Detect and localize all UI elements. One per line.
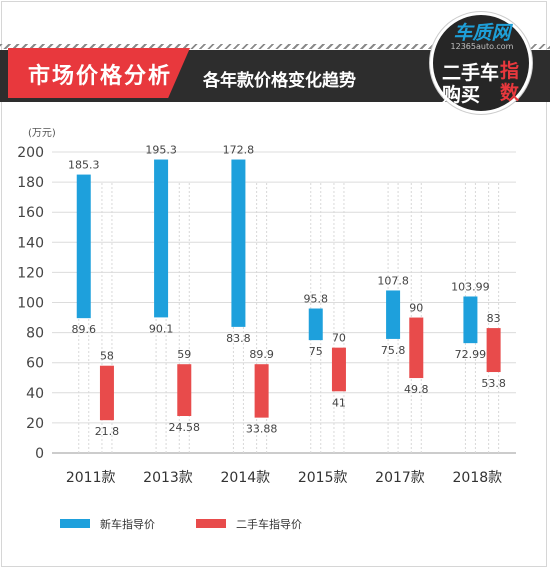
data-label-used-low: 33.88 (246, 423, 278, 436)
data-label-new-high: 95.8 (303, 293, 328, 306)
title-tag (8, 48, 190, 98)
logo-text-line1: 二手车 (442, 62, 500, 84)
data-label-new-low: 89.6 (71, 323, 96, 336)
data-label-used-high: 59 (177, 348, 191, 361)
y-tick-label: 120 (17, 265, 44, 281)
bar-new-car (386, 290, 401, 339)
y-tick-label: 60 (26, 356, 44, 372)
data-label-new-low: 75 (309, 345, 323, 358)
data-label-used-low: 24.58 (169, 421, 201, 434)
data-label-used-low: 21.8 (95, 425, 120, 438)
x-category-label: 2013款 (143, 470, 193, 486)
y-axis-unit-label: (万元) (28, 128, 56, 139)
logo-text-line2: 购买 (442, 84, 481, 106)
legend-label-used-car: 二手车指导价 (236, 518, 302, 531)
y-tick-label: 140 (17, 235, 44, 251)
page-title: 市场价格分析 (28, 64, 173, 89)
data-label-used-low: 53.8 (481, 377, 506, 390)
legend-label-new-car: 新车指导价 (100, 518, 155, 531)
bar-used-car (99, 365, 114, 421)
data-label-new-high: 185.3 (68, 159, 100, 172)
legend-swatch-used-car (196, 519, 226, 528)
y-tick-label: 200 (17, 145, 44, 161)
logo-badge (430, 12, 532, 114)
y-tick-label: 20 (26, 416, 44, 432)
x-category-label: 2014款 (221, 470, 271, 486)
bar-used-car (331, 347, 346, 392)
data-label-new-low: 75.8 (381, 344, 406, 357)
y-tick-label: 100 (17, 296, 44, 312)
logo-url: 12365auto.com (450, 42, 514, 51)
bar-new-car (308, 308, 323, 341)
data-label-used-high: 89.9 (249, 348, 274, 361)
legend-swatch-new-car (60, 519, 90, 528)
data-label-new-high: 195.3 (145, 144, 177, 157)
logo-accent-text: 指数 (500, 60, 520, 104)
x-category-label: 2011款 (66, 470, 116, 486)
header-stripe (0, 44, 550, 49)
y-tick-label: 160 (17, 205, 44, 221)
brand-logo: 车质网 12365auto.com 二手车 购买 指数 (420, 4, 546, 114)
y-tick-label: 180 (17, 175, 44, 191)
data-label-new-low: 83.8 (226, 332, 251, 345)
data-label-new-low: 72.99 (455, 348, 487, 361)
data-label-new-high: 107.8 (377, 274, 409, 287)
data-label-new-high: 103.99 (451, 280, 490, 293)
data-label-used-high: 90 (409, 302, 423, 315)
bar-new-car (76, 174, 91, 319)
bar-used-car (409, 317, 424, 379)
y-tick-label: 40 (26, 386, 44, 402)
data-label-used-low: 41 (332, 396, 346, 409)
bar-new-car (154, 159, 169, 318)
x-category-label: 2015款 (298, 470, 348, 486)
logo-brand-name: 车质网 (453, 22, 511, 44)
data-label-new-low: 90.1 (149, 322, 174, 335)
x-category-label: 2018款 (453, 470, 503, 486)
data-label-used-high: 70 (332, 332, 346, 345)
data-label-used-low: 49.8 (404, 383, 429, 396)
bar-used-car (254, 364, 269, 418)
x-category-label: 2017款 (375, 470, 425, 486)
y-tick-label: 80 (26, 326, 44, 342)
y-tick-label: 0 (35, 446, 44, 462)
chart-subtitle: 各年款价格变化趋势 (203, 71, 356, 91)
bar-new-car (231, 159, 246, 327)
data-label-used-high: 58 (100, 350, 114, 363)
data-label-new-high: 172.8 (223, 144, 255, 157)
bar-used-car (486, 328, 501, 373)
bar-new-car (463, 296, 478, 344)
data-label-used-high: 83 (487, 312, 501, 325)
bar-used-car (177, 364, 192, 417)
